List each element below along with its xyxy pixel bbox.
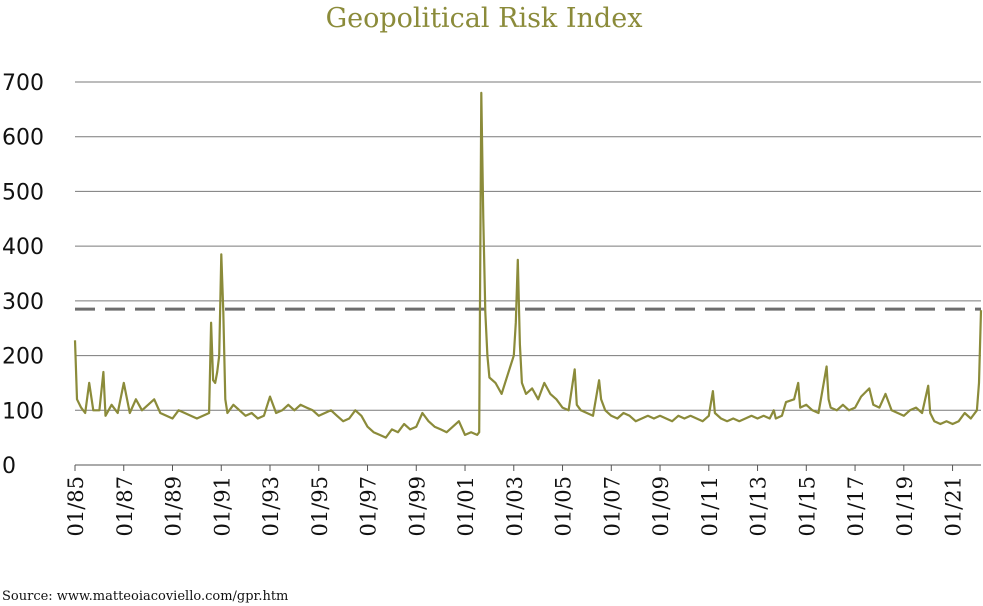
x-tick-label: 01/99 <box>405 476 429 537</box>
gridlines <box>75 81 981 466</box>
chart-title: Geopolitical Risk Index <box>326 3 643 34</box>
x-tick-label: 01/87 <box>113 476 137 537</box>
y-tick-label: 100 <box>2 399 44 424</box>
x-tick-label: 01/93 <box>259 476 283 537</box>
x-tick-label: 01/85 <box>64 476 88 537</box>
x-tick-label: 01/09 <box>649 476 673 537</box>
x-tick-label: 01/05 <box>552 476 576 537</box>
y-tick-label: 200 <box>2 345 44 370</box>
x-tick-label: 01/21 <box>942 476 966 537</box>
x-tick-label: 01/15 <box>795 476 819 537</box>
x-axis-ticks: 01/85 01/87 01/89 01/91 01/93 01/95 01/97 01/99… <box>64 465 966 537</box>
y-tick-label: 300 <box>2 290 44 315</box>
x-tick-label: 01/89 <box>162 476 186 537</box>
y-tick-label: 600 <box>2 126 44 151</box>
x-tick-label: 01/91 <box>210 476 234 537</box>
x-tick-label: 01/03 <box>503 476 527 537</box>
x-tick-label: 01/97 <box>357 476 381 537</box>
source-note: Source: www.matteoiacoviello.com/gpr.htm <box>2 589 288 604</box>
x-tick-label: 01/07 <box>600 476 624 537</box>
x-tick-label: 01/17 <box>844 476 868 537</box>
y-tick-label: 0 <box>2 454 16 479</box>
x-tick-label: 01/01 <box>454 476 478 537</box>
y-tick-label: 400 <box>2 235 44 260</box>
gpr-series-line <box>73 91 983 439</box>
x-tick-label: 01/13 <box>747 476 771 537</box>
y-tick-label: 700 <box>2 71 44 96</box>
y-axis-ticks: 0 100 200 300 400 500 600 700 <box>2 71 44 479</box>
x-tick-label: 01/11 <box>698 476 722 537</box>
x-tick-label: 01/19 <box>893 476 917 537</box>
x-tick-label: 01/95 <box>308 476 332 537</box>
y-tick-label: 500 <box>2 180 44 205</box>
